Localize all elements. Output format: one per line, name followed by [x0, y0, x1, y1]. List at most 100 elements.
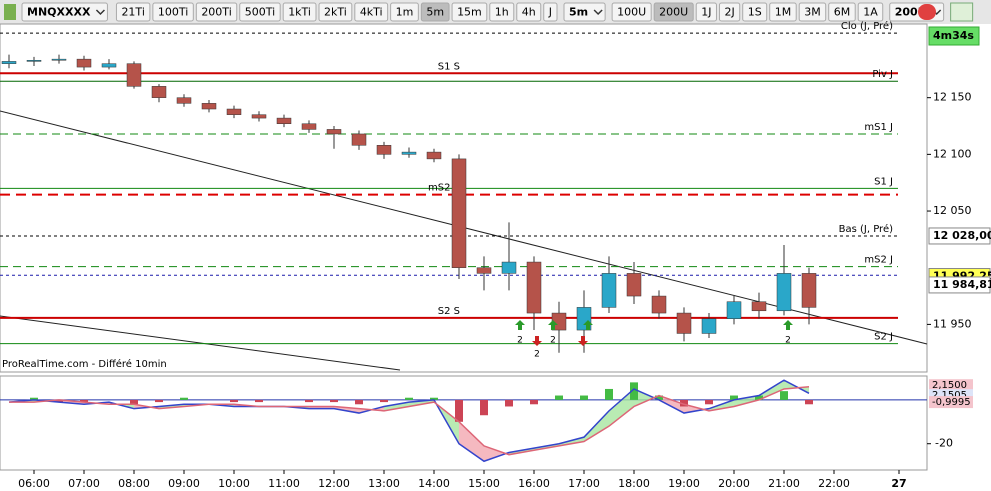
histogram-bar	[630, 382, 638, 400]
range-button-label[interactable]: 6M	[834, 6, 851, 19]
range-button-label[interactable]: 1J	[701, 6, 711, 19]
histogram-bar	[255, 399, 263, 403]
range-button-label[interactable]: 1S	[748, 6, 762, 19]
candle-body	[101, 63, 117, 68]
range-button[interactable]	[769, 2, 797, 22]
range-button-label[interactable]: 100U	[617, 6, 646, 19]
period-button[interactable]	[390, 2, 419, 22]
range-button-label[interactable]: 1M	[775, 6, 792, 19]
candle-body	[26, 60, 42, 62]
range-button[interactable]	[798, 2, 827, 22]
range-button-label[interactable]: 1A	[863, 6, 878, 19]
period-button-label[interactable]: 21Ti	[121, 6, 144, 19]
period-button-label[interactable]: 1kTi	[288, 6, 311, 19]
signal-arrow	[783, 320, 793, 330]
x-tick-label: 11:00	[268, 477, 300, 490]
period-button[interactable]	[354, 2, 389, 22]
signal-arrow	[583, 320, 593, 330]
candle-body	[326, 129, 342, 135]
signal-label: 2	[550, 336, 556, 346]
level-label: Piv J	[872, 69, 893, 80]
interval-select[interactable]	[563, 2, 606, 22]
units-select-label[interactable]: 200U	[895, 6, 927, 19]
candle-body	[76, 58, 92, 68]
range-button-label[interactable]: 200U	[659, 6, 688, 19]
range-button-label[interactable]: 2J	[724, 6, 734, 19]
signal-arrow	[515, 320, 525, 330]
range-button[interactable]	[695, 2, 717, 22]
range-button-label[interactable]: 3M	[804, 6, 821, 19]
period-button[interactable]	[282, 2, 317, 22]
candle-body	[301, 123, 317, 130]
range-button[interactable]	[857, 2, 884, 22]
candle-body	[776, 273, 792, 312]
x-tick-label: 10:00	[218, 477, 250, 490]
x-tick-label: 12:00	[318, 477, 350, 490]
candle-body	[501, 261, 517, 274]
symbol-select-label[interactable]: MNQXXXX	[27, 6, 91, 19]
candle-body	[401, 151, 417, 155]
candle-body	[701, 318, 717, 334]
period-button[interactable]	[420, 2, 450, 22]
period-button-label[interactable]: 100Ti	[158, 6, 188, 19]
macd-fill	[734, 395, 759, 407]
countdown-bg	[928, 26, 980, 46]
level-label: S1 J	[874, 176, 893, 187]
macd-line	[8, 379, 810, 463]
range-button[interactable]	[611, 2, 652, 22]
period-button-label[interactable]: 5m	[426, 6, 444, 19]
period-button-label[interactable]: J	[548, 6, 552, 19]
period-button-label[interactable]: 4h	[522, 6, 536, 19]
histogram-bar	[230, 399, 238, 403]
range-button[interactable]	[653, 2, 694, 22]
refresh-icon[interactable]	[918, 4, 936, 20]
indicator-icon[interactable]	[950, 2, 974, 22]
x-tick-label: 15:00	[468, 477, 500, 490]
period-button[interactable]	[239, 2, 281, 22]
y-tick-label: 12 050	[933, 204, 972, 217]
histogram-bar	[30, 397, 38, 400]
candle-body	[801, 273, 817, 308]
histogram-bar	[755, 395, 763, 400]
range-button[interactable]	[742, 2, 768, 22]
symbol-select[interactable]	[21, 2, 108, 22]
period-button-label[interactable]: 500Ti	[245, 6, 275, 19]
x-tick-label: 06:00	[18, 477, 50, 490]
period-button[interactable]	[115, 2, 151, 22]
candle-body	[451, 158, 467, 268]
interval-select-label[interactable]: 5m	[569, 6, 588, 19]
range-button[interactable]	[718, 2, 741, 22]
candle-body	[276, 117, 292, 125]
period-button[interactable]	[195, 2, 238, 22]
signal-arrow	[578, 336, 588, 346]
candle-body	[426, 151, 442, 160]
indicator-label: 2,1505	[932, 390, 967, 401]
period-button[interactable]	[489, 2, 515, 22]
range-button[interactable]	[828, 2, 856, 22]
level-label: mS1 J	[864, 122, 893, 133]
period-button[interactable]	[451, 2, 488, 22]
macd-fill	[609, 388, 634, 427]
period-button-label[interactable]: 2kTi	[324, 6, 347, 19]
macd-fill	[384, 402, 409, 411]
period-button-label[interactable]: 4kTi	[360, 6, 383, 19]
macd-fill	[634, 388, 659, 407]
histogram-bar	[130, 399, 138, 405]
x-tick-label: 18:00	[618, 477, 650, 490]
period-button[interactable]	[318, 2, 353, 22]
signal-label: 2	[785, 336, 791, 346]
candle-body	[751, 301, 767, 312]
period-button-label[interactable]: 1h	[495, 6, 509, 19]
y-tick-label: 11 950	[933, 317, 972, 330]
x-tick-label: 09:00	[168, 477, 200, 490]
period-button[interactable]	[516, 2, 542, 22]
histogram-bar	[330, 399, 338, 403]
x-tick-label: 14:00	[418, 477, 450, 490]
period-button-label[interactable]: 15m	[457, 6, 482, 19]
period-button-label[interactable]: 200Ti	[201, 6, 231, 19]
period-button-label[interactable]: 1m	[396, 6, 414, 19]
period-button[interactable]	[152, 2, 194, 22]
y-tick-label: 12 100	[933, 147, 972, 160]
x-tick-label: 20:00	[718, 477, 750, 490]
period-button[interactable]	[543, 2, 558, 22]
